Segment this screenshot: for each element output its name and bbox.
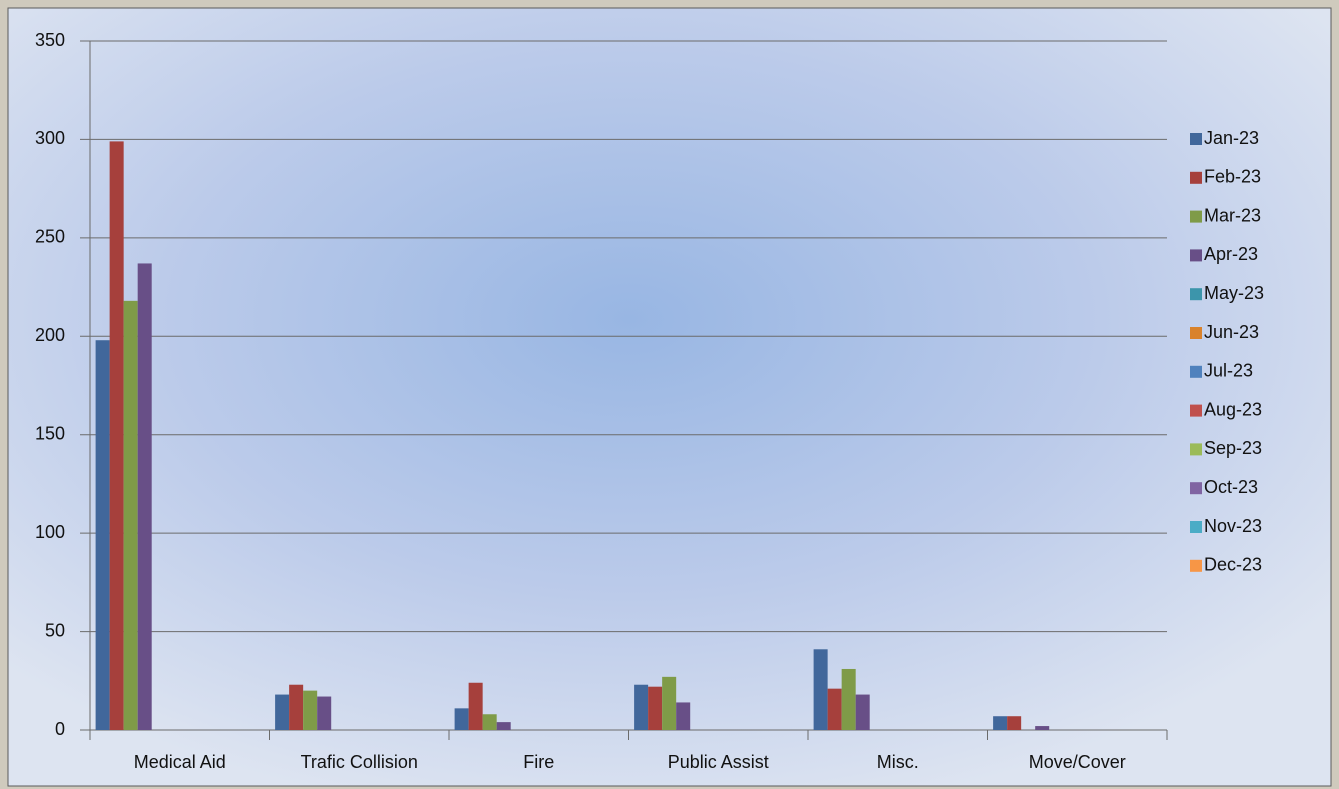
bar: [827, 688, 842, 730]
bar: [662, 676, 677, 730]
legend-swatch: [1190, 482, 1202, 495]
bar: [468, 682, 483, 730]
legend-label: Dec-23: [1204, 555, 1262, 575]
legend-swatch: [1190, 171, 1202, 184]
legend-swatch: [1190, 327, 1202, 339]
bar: [482, 714, 497, 730]
bar: [496, 722, 511, 730]
y-tick-label: 250: [35, 227, 65, 247]
y-tick-label: 300: [35, 128, 65, 148]
legend-swatch: [1190, 559, 1202, 572]
x-tick-label: Public Assist: [668, 752, 769, 772]
bar: [813, 649, 828, 730]
legend-label: Jan-23: [1204, 128, 1259, 148]
legend-swatch: [1190, 404, 1202, 417]
legend-label: Sep-23: [1204, 438, 1262, 458]
legend-label: Oct-23: [1204, 477, 1258, 497]
y-tick-label: 0: [55, 719, 65, 739]
legend-swatch: [1190, 288, 1202, 301]
bar: [123, 300, 138, 730]
bar: [993, 716, 1008, 730]
legend-label: Jul-23: [1204, 361, 1253, 381]
bar: [289, 684, 304, 730]
legend-swatch: [1190, 443, 1202, 456]
legend-label: Nov-23: [1204, 516, 1262, 536]
y-tick-label: 150: [35, 423, 65, 443]
legend-label: Feb-23: [1204, 167, 1261, 187]
bar: [855, 694, 870, 730]
y-tick-label: 100: [35, 522, 65, 542]
y-tick-label: 50: [45, 620, 65, 640]
bar: [454, 708, 469, 730]
legend-swatch: [1190, 521, 1202, 533]
legend-label: May-23: [1204, 283, 1264, 303]
legend-swatch: [1190, 210, 1202, 223]
legend-label: Mar-23: [1204, 205, 1261, 225]
x-tick-label: Trafic Collision: [301, 752, 418, 772]
legend-swatch: [1190, 249, 1202, 262]
bar: [1035, 726, 1050, 730]
bar: [109, 141, 124, 730]
legend-label: Apr-23: [1204, 244, 1258, 264]
legend-swatch: [1190, 133, 1202, 145]
bar: [95, 340, 110, 730]
bar: [1007, 716, 1022, 730]
bar: [317, 696, 332, 730]
bar: [676, 702, 691, 730]
x-tick-label: Move/Cover: [1029, 752, 1126, 772]
chart-area: [7, 7, 1332, 787]
legend-swatch: [1190, 365, 1202, 378]
bar: [275, 694, 290, 730]
x-tick-label: Fire: [523, 752, 554, 772]
x-tick-label: Misc.: [877, 752, 919, 772]
y-tick-label: 350: [35, 30, 65, 50]
x-tick-label: Medical Aid: [134, 752, 226, 772]
bar: [648, 686, 663, 730]
bar: [841, 668, 856, 730]
bar: [303, 690, 318, 730]
bar: [634, 684, 649, 730]
legend-label: Aug-23: [1204, 399, 1262, 419]
y-tick-label: 200: [35, 325, 65, 345]
legend-label: Jun-23: [1204, 322, 1259, 342]
bar: [137, 263, 152, 730]
